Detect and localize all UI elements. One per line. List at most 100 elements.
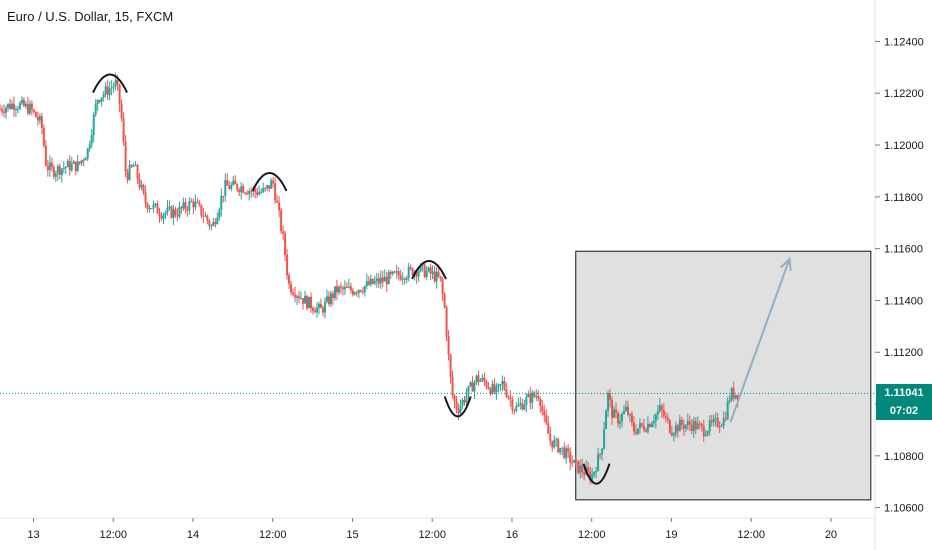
bar-countdown-label: 07:02 bbox=[876, 402, 932, 421]
candle-body bbox=[347, 286, 350, 288]
y-tick-label: 1.11200 bbox=[884, 347, 923, 359]
candle-body bbox=[467, 386, 470, 396]
candle-body bbox=[52, 167, 55, 177]
candle-body bbox=[678, 419, 681, 432]
candle-body bbox=[545, 415, 548, 424]
candle-body bbox=[44, 145, 47, 166]
candle-body bbox=[134, 164, 137, 166]
candle-body bbox=[527, 393, 530, 398]
candle-body bbox=[196, 201, 199, 203]
candle-body bbox=[327, 296, 330, 305]
candle-body bbox=[736, 395, 739, 400]
candle-body bbox=[475, 375, 478, 383]
current-price-label: 1.11041 bbox=[876, 384, 932, 403]
candle-body bbox=[640, 423, 643, 426]
candle-body bbox=[539, 398, 542, 407]
candle-body bbox=[636, 428, 639, 434]
candle-body bbox=[339, 286, 342, 288]
candle-body bbox=[605, 410, 608, 430]
candle-body bbox=[42, 127, 45, 146]
candle-body bbox=[668, 419, 671, 433]
candle-body bbox=[597, 454, 600, 472]
candle-body bbox=[319, 303, 322, 309]
candle-body bbox=[142, 185, 145, 193]
candle-body bbox=[607, 393, 610, 411]
candle-body bbox=[397, 271, 400, 276]
candle-body bbox=[429, 267, 432, 274]
candle-body bbox=[672, 433, 675, 436]
candle-body bbox=[577, 460, 580, 473]
candle-body bbox=[136, 164, 139, 179]
candle-body bbox=[198, 202, 201, 205]
candle-body bbox=[230, 184, 233, 189]
candle-body bbox=[34, 111, 37, 118]
candle-body bbox=[124, 141, 127, 172]
candle-body bbox=[138, 178, 141, 188]
candle-body bbox=[628, 414, 631, 416]
candle-body bbox=[489, 388, 492, 394]
x-tick-label: 16 bbox=[506, 529, 518, 541]
candle-body bbox=[481, 377, 484, 381]
candle-body bbox=[658, 405, 661, 411]
candle-body bbox=[642, 425, 645, 431]
candle-body bbox=[56, 166, 59, 174]
candle-body bbox=[623, 410, 626, 414]
candle-body bbox=[64, 167, 67, 169]
candle-body bbox=[68, 160, 71, 171]
candle-body bbox=[682, 425, 685, 429]
candle-body bbox=[254, 189, 257, 193]
candle-body bbox=[670, 432, 673, 436]
candle-body bbox=[630, 414, 633, 423]
candle-body bbox=[557, 439, 560, 453]
candle-body bbox=[644, 430, 647, 432]
candle-body bbox=[680, 419, 683, 426]
candle-body bbox=[624, 406, 627, 411]
candle-body bbox=[22, 99, 25, 107]
candle-body bbox=[46, 165, 49, 171]
candle-body bbox=[335, 286, 338, 293]
candle-body bbox=[437, 271, 440, 277]
candle-body bbox=[595, 471, 598, 473]
candle-body bbox=[593, 471, 596, 475]
candle-body bbox=[176, 215, 179, 217]
candle-body bbox=[158, 213, 161, 217]
candle-body bbox=[503, 380, 506, 390]
candle-body bbox=[268, 185, 271, 189]
candle-body bbox=[24, 103, 27, 107]
candle-body bbox=[30, 103, 33, 110]
candle-body bbox=[76, 161, 79, 172]
candle-body bbox=[345, 286, 348, 288]
candle-body bbox=[274, 183, 277, 201]
candle-body bbox=[150, 208, 153, 210]
candle-body bbox=[116, 79, 119, 85]
candle-body bbox=[367, 281, 370, 285]
candle-body bbox=[262, 188, 265, 192]
candle-body bbox=[389, 272, 392, 274]
candle-body bbox=[652, 421, 655, 424]
peak-arc bbox=[411, 260, 447, 280]
candle-body bbox=[373, 281, 376, 284]
candle-body bbox=[118, 84, 121, 105]
candle-body bbox=[148, 208, 151, 210]
candle-body bbox=[732, 388, 735, 399]
candle-body bbox=[423, 264, 426, 278]
candle-body bbox=[341, 287, 344, 290]
candle-body bbox=[278, 202, 281, 211]
candle-body bbox=[315, 307, 318, 313]
candle-body bbox=[166, 207, 169, 213]
candle-body bbox=[377, 278, 380, 284]
candle-body bbox=[686, 421, 689, 425]
candle-body bbox=[266, 185, 269, 189]
candle-body bbox=[90, 135, 93, 145]
y-tick-label: 1.10800 bbox=[884, 451, 924, 463]
candle-body bbox=[28, 103, 31, 114]
candle-body bbox=[662, 410, 665, 417]
candle-body bbox=[549, 433, 552, 441]
candle-body bbox=[559, 448, 562, 453]
candle-body bbox=[519, 403, 522, 405]
trough-arc bbox=[582, 463, 611, 485]
candle-body bbox=[190, 201, 193, 203]
candle-body bbox=[12, 103, 15, 110]
candle-body bbox=[48, 162, 51, 171]
